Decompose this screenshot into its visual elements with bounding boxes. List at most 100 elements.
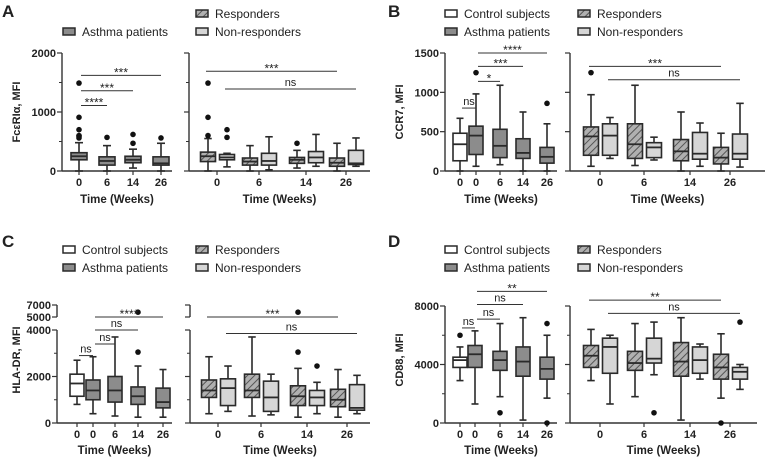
significance-label: ns (463, 96, 475, 108)
nonresponders-box (601, 337, 619, 375)
x-tick-label: 0 (457, 429, 463, 441)
x-tick-label: 14 (517, 429, 530, 441)
panel-label: B (388, 2, 400, 21)
legend-label-asthma: Asthma patients (82, 261, 168, 275)
responders-box (672, 138, 690, 162)
legend-swatch-asthma (62, 263, 76, 272)
asthma-box (107, 375, 123, 403)
control-box (69, 373, 85, 398)
x-tick-label: 0 (473, 177, 479, 189)
x-tick-label: 0 (214, 177, 220, 189)
significance-label: *** (264, 61, 278, 75)
significance-label: ns (494, 293, 506, 305)
legend-swatch-nonresponders (195, 27, 209, 36)
asthma-outlier-point (497, 409, 503, 416)
nonresponders-outlier-point (224, 134, 230, 141)
legend-swatch-responders (577, 245, 591, 254)
x-tick-label: 0 (90, 429, 96, 441)
asthma-outlier-point (76, 126, 82, 133)
x-tick-label: 6 (497, 177, 503, 189)
responders-outlier-point (294, 140, 300, 147)
significance-label: * (487, 71, 492, 85)
legend-swatch-nonresponders (577, 263, 591, 272)
x-tick-label: 6 (641, 429, 647, 441)
y-tick-label: 0 (50, 166, 56, 178)
panel-label: C (2, 232, 14, 251)
y-tick-label: 0 (433, 166, 439, 178)
asthma-box (152, 156, 170, 166)
y-tick-label: 4000 (27, 325, 51, 337)
x-tick-label: 14 (684, 429, 697, 441)
legend-swatch-nonresponders (195, 263, 209, 272)
legend-label-asthma: Asthma patients (464, 25, 550, 39)
y-axis-label: HLA-DR, MFI (11, 326, 23, 393)
responders-box (712, 146, 730, 165)
significance-label: *** (648, 56, 662, 70)
y-axis-label: CCR7, MFI (394, 85, 406, 140)
y-tick-label: 1500 (415, 48, 439, 60)
asthma-outlier-point (544, 420, 550, 426)
nonresponders-box (601, 123, 619, 157)
x-tick-label: 26 (341, 429, 353, 441)
nonresponders-outlier-point (224, 126, 230, 133)
significance-label: ns (463, 316, 475, 328)
legend-swatch-responders (577, 9, 591, 18)
asthma-outlier-point (158, 135, 164, 141)
x-tick-label: 26 (155, 177, 167, 189)
nonresponders-box (262, 380, 280, 413)
right-x-axis-label: Time (Weeks) (627, 445, 701, 457)
y-axis-label: FcεRIα, MFI (11, 82, 23, 143)
significance-label: *** (265, 307, 279, 321)
nonresponders-box (260, 152, 278, 166)
x-tick-label: 0 (457, 177, 463, 189)
x-tick-label: 6 (497, 429, 503, 441)
significance-label: ** (507, 281, 517, 295)
legend-label-control: Control subjects (464, 7, 550, 21)
asthma-box (492, 128, 508, 159)
asthma-box (515, 137, 531, 160)
responders-box (626, 123, 644, 160)
asthma-outlier-point (76, 114, 82, 121)
panel-label: D (388, 232, 400, 251)
responders-box (582, 126, 600, 157)
x-tick-label: 6 (641, 177, 647, 189)
significance-label: **** (503, 43, 522, 57)
y-tick-label: 1000 (415, 87, 439, 99)
responders-outlier-point (718, 420, 724, 426)
nonresponders-box (731, 366, 749, 380)
nonresponders-outlier-point (314, 363, 320, 369)
significance-label: ns (80, 344, 92, 356)
asthma-outlier-point (76, 80, 82, 86)
responders-outlier-point (205, 80, 211, 86)
nonresponders-box (645, 337, 663, 364)
significance-label: **** (120, 307, 139, 321)
legend-swatch-asthma (444, 263, 458, 272)
x-tick-label: 26 (724, 429, 736, 441)
legend-swatch-control (62, 245, 76, 254)
legend-label-control: Control subjects (464, 243, 550, 257)
x-tick-label: 6 (256, 177, 262, 189)
x-tick-label: 14 (127, 177, 140, 189)
significance-label: ns (99, 332, 111, 344)
legend-label-nonresponders: Non-responders (215, 261, 301, 275)
significance-label: ns (668, 301, 680, 313)
legend-swatch-responders (195, 245, 209, 254)
legend-swatch-control (444, 9, 458, 18)
left-x-axis-label: Time (Weeks) (464, 445, 538, 457)
panel-a: A Asthma patients Responders Non-responders… (2, 2, 370, 206)
significance-label: ns (668, 68, 680, 80)
legend-label-control: Control subjects (82, 243, 168, 257)
y-tick-label: 4000 (415, 360, 439, 372)
legend-swatch-asthma (444, 27, 458, 36)
legend-label-asthma: Asthma patients (464, 261, 550, 275)
asthma-outlier-point (104, 134, 110, 141)
x-tick-label: 26 (340, 177, 352, 189)
x-tick-label: 0 (215, 429, 221, 441)
left-x-axis-label: Time (Weeks) (464, 194, 538, 206)
x-tick-label: 0 (597, 177, 603, 189)
control-outlier-point (457, 332, 463, 339)
panel-label: A (2, 2, 14, 21)
significance-label: *** (100, 81, 114, 95)
x-tick-label: 26 (157, 429, 169, 441)
